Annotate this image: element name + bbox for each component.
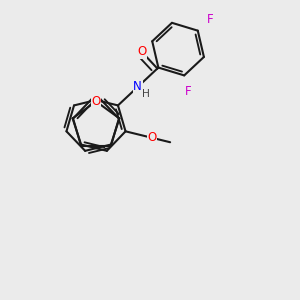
Text: N: N bbox=[133, 80, 142, 94]
Text: F: F bbox=[206, 13, 213, 26]
Text: F: F bbox=[184, 85, 191, 98]
Text: O: O bbox=[92, 95, 100, 108]
Text: O: O bbox=[147, 131, 156, 144]
Text: O: O bbox=[137, 45, 146, 58]
Text: H: H bbox=[142, 89, 150, 99]
